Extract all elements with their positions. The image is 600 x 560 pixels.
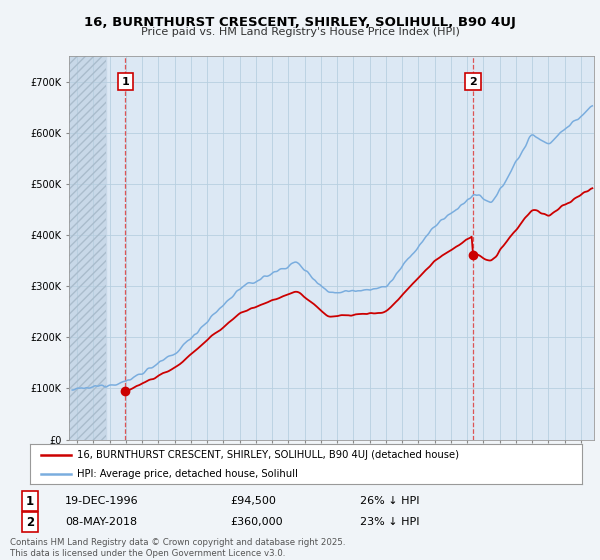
Bar: [69, 56, 106, 440]
Text: 08-MAY-2018: 08-MAY-2018: [65, 517, 137, 527]
Text: 2: 2: [469, 77, 477, 87]
Text: 16, BURNTHURST CRESCENT, SHIRLEY, SOLIHULL, B90 4UJ: 16, BURNTHURST CRESCENT, SHIRLEY, SOLIHU…: [84, 16, 516, 29]
Text: 1: 1: [26, 494, 34, 507]
Text: 23% ↓ HPI: 23% ↓ HPI: [360, 517, 419, 527]
Text: 2: 2: [26, 516, 34, 529]
Text: £360,000: £360,000: [230, 517, 283, 527]
Text: 19-DEC-1996: 19-DEC-1996: [65, 496, 139, 506]
Text: Price paid vs. HM Land Registry's House Price Index (HPI): Price paid vs. HM Land Registry's House …: [140, 27, 460, 37]
Text: 16, BURNTHURST CRESCENT, SHIRLEY, SOLIHULL, B90 4UJ (detached house): 16, BURNTHURST CRESCENT, SHIRLEY, SOLIHU…: [77, 450, 459, 460]
Text: 1: 1: [122, 77, 129, 87]
Bar: [69, 56, 106, 440]
Text: Contains HM Land Registry data © Crown copyright and database right 2025.
This d: Contains HM Land Registry data © Crown c…: [10, 538, 346, 558]
Text: HPI: Average price, detached house, Solihull: HPI: Average price, detached house, Soli…: [77, 469, 298, 479]
Text: 26% ↓ HPI: 26% ↓ HPI: [360, 496, 419, 506]
Text: £94,500: £94,500: [230, 496, 276, 506]
